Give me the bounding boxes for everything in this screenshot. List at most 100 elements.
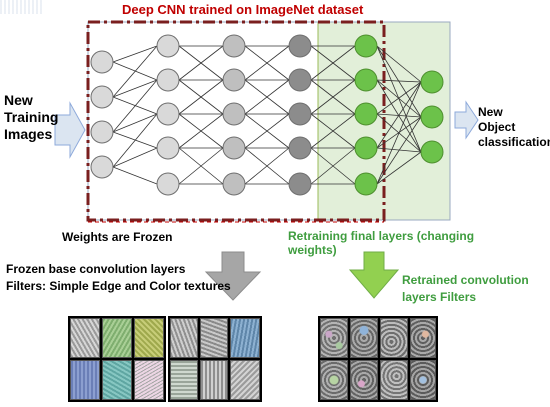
filter-image [170,318,198,358]
network-edge [376,81,422,149]
network-edge [376,79,422,153]
frozen-filter-grid-b [168,316,262,402]
filter-image [200,360,228,400]
network-edge [178,113,224,149]
retrained-neuron [354,102,378,126]
filter-image [350,360,378,400]
network-edge [244,113,290,149]
output-label: New Object classification [478,105,550,150]
network-edge [376,79,422,118]
frozen-neuron [156,68,180,92]
filter-image [350,318,378,358]
retrained-neuron [354,172,378,196]
network-edge [310,45,356,81]
filter-image [134,360,164,400]
frozen-neuron [90,50,114,74]
network-edge [112,113,158,133]
frozen-neuron [156,102,180,126]
filter-image [230,318,260,358]
network-edge [244,45,290,81]
retrained-description-line: layers Filters [402,290,477,305]
frozen-neuron [156,34,180,58]
frozen-neuron [288,102,312,126]
network-edge [112,79,158,98]
network-edge [376,45,422,83]
filter-image [410,360,436,400]
filter-image [380,318,408,358]
network-edge [310,79,356,115]
frozen-neuron [90,120,114,144]
network-edge [376,81,422,185]
filter-image [200,318,228,358]
down-arrow-icon [204,251,262,301]
retrained-neuron [354,136,378,160]
network-edge [112,45,158,98]
frozen-neuron [288,34,312,58]
filter-image [410,318,436,358]
filter-image [70,360,100,400]
retrain-label: Retraining final layers (changing weight… [288,229,474,258]
right-arrow-icon [454,100,479,140]
filter-image [380,360,408,400]
frozen-description-line: Filters: Simple Edge and Color textures [6,279,231,294]
network-edges [112,45,422,185]
retrained-neuron [420,70,444,94]
diagram-title: Deep CNN trained on ImageNet dataset [122,2,364,17]
retrained-neuron [354,34,378,58]
output-label-line: classification [478,135,550,149]
frozen-neuron [222,136,246,160]
down-arrow-icon [348,251,400,299]
filter-image [134,318,164,358]
frozen-box [86,20,386,222]
frozen-filter-grid-a [68,316,166,402]
filter-image [230,360,260,400]
network-edge [244,79,290,115]
input-label-line: Training [4,108,59,125]
filter-image [320,360,348,400]
frozen-neuron [90,85,114,109]
network-edge [376,45,422,118]
network-edge [112,147,158,168]
frozen-neuron [222,102,246,126]
frozen-neuron [288,136,312,160]
network-nodes [90,34,444,196]
network-edge [310,113,356,149]
retrained-neuron [420,140,444,164]
filter-image [170,360,198,400]
network-edge [178,79,224,115]
right-arrow-icon [54,101,86,159]
input-label-line: New [4,92,33,108]
frozen-description-line: Frozen base convolution layers [6,262,186,276]
network-edge [112,79,158,133]
network-edge [178,45,224,81]
retrain-label-line: weights) [288,243,337,258]
retrained-filter-grid [318,316,438,402]
network-edge [376,79,422,83]
network-edge [310,147,356,185]
filter-image [320,318,348,358]
network-edge [112,166,158,185]
input-label: New Training Images [4,92,58,142]
network-edge [376,81,422,115]
frozen-description: Frozen base convolution layers Filters: … [6,261,231,296]
filter-image [102,360,132,400]
network-edge [244,147,290,185]
frozen-neuron [222,34,246,58]
top-left-mark [0,0,42,14]
output-label-line: Object [478,120,516,134]
frozen-neuron [288,68,312,92]
retrained-neuron [354,68,378,92]
frozen-label: Weights are Frozen [62,230,173,244]
network-edge [112,45,158,63]
network-edge [112,113,158,168]
retrained-neuron [420,105,444,129]
retrained-description-line: Retrained convolution [402,273,529,287]
frozen-neuron [288,172,312,196]
network-edge [376,116,422,185]
frozen-neuron [156,172,180,196]
retrained-description: Retrained convolution layers Filters [402,272,529,307]
network-edge [178,147,224,185]
filter-image [70,318,100,358]
frozen-neuron [222,68,246,92]
